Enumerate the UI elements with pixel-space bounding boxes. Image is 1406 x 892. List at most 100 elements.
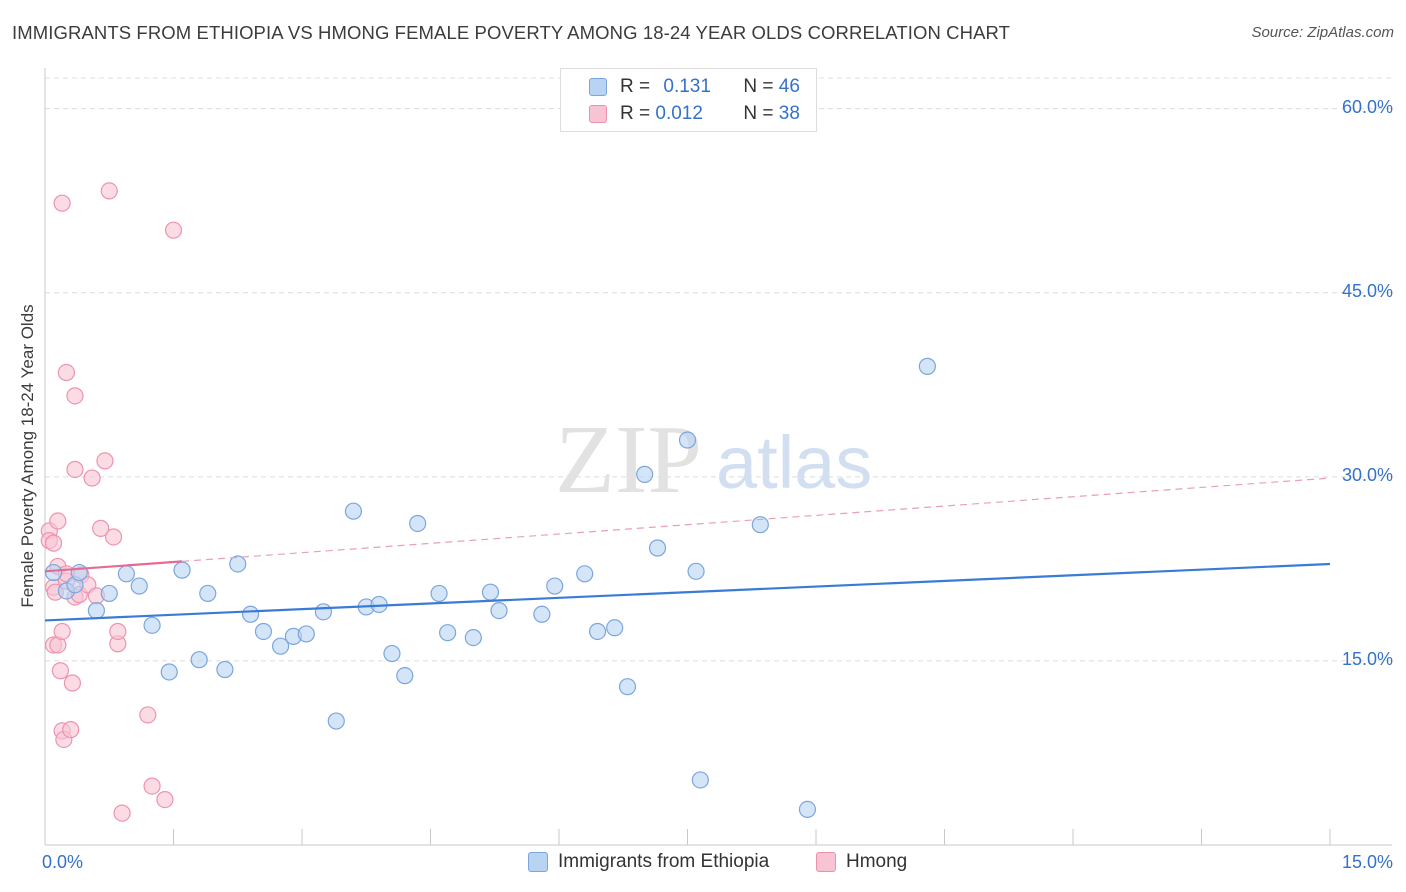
hmong-point — [66, 387, 84, 405]
ethiopia-point — [44, 563, 63, 582]
hmong-point — [49, 512, 67, 530]
ethiopia-point — [618, 678, 637, 696]
hmong-point — [96, 452, 114, 470]
ethiopia-point — [691, 771, 709, 789]
hmong-trendline-solid — [44, 560, 183, 573]
ethiopia-point — [546, 577, 564, 595]
ethiopia-point — [464, 629, 482, 647]
ethiopia-point — [918, 357, 936, 375]
axes — [44, 68, 1392, 846]
legend-item-hmong[interactable]: Hmong — [816, 851, 907, 873]
ethiopia-point — [327, 712, 345, 730]
legend-n-label: N = — [743, 103, 779, 124]
trendlines — [44, 477, 1331, 622]
ethiopia-point — [533, 605, 551, 623]
y-axis-label: Female Poverty Among 18-24 Year Olds — [18, 304, 37, 608]
ethiopia-point — [271, 637, 290, 655]
ethiopia-point — [409, 514, 427, 533]
ethiopia-point — [606, 619, 624, 637]
hmong-point — [63, 674, 82, 692]
ethiopia-point — [383, 644, 401, 663]
legend-swatch-hmong — [816, 852, 836, 872]
stats-legend: R = 0.131 N = 46 R = 0.012 N = 38 — [560, 68, 817, 132]
hmong-point — [164, 221, 183, 239]
y-tick-label: 60.0% — [1341, 96, 1393, 117]
ethiopia-point — [173, 561, 191, 579]
x-tick-label: 15.0% — [1341, 852, 1393, 872]
ethiopia-point — [160, 663, 178, 681]
legend-row-ethiopia: R = 0.131 N = 46 — [589, 74, 800, 100]
y-tick-label: 15.0% — [1341, 648, 1393, 669]
ethiopia-point — [297, 625, 315, 643]
hmong-point — [156, 790, 174, 809]
ethiopia-point — [490, 602, 508, 620]
hmong-point — [62, 721, 80, 739]
legend-item-ethiopia[interactable]: Immigrants from Ethiopia — [528, 851, 769, 873]
legend-n-value: 46 — [778, 76, 800, 97]
ethiopia-point — [481, 583, 500, 601]
legend-r-value: 0.131 — [663, 76, 711, 97]
ethiopia-point — [798, 800, 817, 819]
chart-title: IMMIGRANTS FROM ETHIOPIA VS HMONG FEMALE… — [12, 22, 1011, 43]
ethiopia-point — [190, 651, 208, 669]
ethiopia-point — [396, 667, 414, 685]
ethiopia-point — [344, 502, 362, 520]
ethiopia-point — [229, 555, 247, 573]
hmong-point — [53, 194, 71, 212]
watermark: ZIP atlas — [555, 406, 872, 514]
y-tick-label: 30.0% — [1341, 464, 1393, 485]
ethiopia-point — [439, 624, 457, 642]
legend-r-label: R = — [620, 103, 656, 124]
ethiopia-point — [687, 562, 705, 580]
ethiopia-point — [254, 622, 273, 641]
ethiopia-trendline — [44, 562, 1331, 622]
hmong-point — [66, 460, 84, 479]
ethiopia-point — [678, 431, 697, 449]
hmong-point — [104, 528, 123, 546]
hmong-point — [143, 777, 161, 795]
hmong-points — [40, 182, 183, 822]
y-tick-label: 45.0% — [1341, 280, 1393, 301]
legend-label-hmong: Hmong — [846, 851, 908, 872]
hmong-point — [113, 804, 131, 822]
source-credit: Source: ZipAtlas.com — [1251, 24, 1394, 41]
legend-swatch-ethiopia — [528, 852, 548, 872]
hmong-point — [92, 519, 110, 537]
hmong-point — [51, 662, 70, 680]
hmong-point — [53, 622, 71, 641]
ethiopia-point — [430, 584, 448, 603]
ethiopia-point — [242, 605, 260, 623]
gridlines — [45, 77, 1392, 662]
ethiopia-point — [199, 584, 217, 603]
ethiopia-point — [314, 603, 333, 621]
watermark-atlas: atlas — [716, 421, 872, 504]
ethiopia-point — [648, 539, 667, 557]
series-legend: Immigrants from Ethiopia Hmong — [0, 851, 1406, 877]
ethiopia-point — [87, 602, 106, 620]
ethiopia-point — [130, 577, 148, 595]
hmong-point — [83, 469, 101, 487]
ethiopia-point — [216, 660, 234, 679]
legend-n-label: N = — [743, 76, 779, 97]
ethiopia-point — [576, 565, 594, 583]
hmong-point — [109, 622, 127, 641]
ethiopia-point — [70, 563, 88, 582]
watermark-zip: ZIP — [555, 406, 702, 514]
legend-label-ethiopia: Immigrants from Ethiopia — [558, 851, 770, 872]
ethiopia-point — [636, 465, 654, 483]
ethiopia-point — [117, 565, 135, 583]
hmong-point — [57, 363, 76, 382]
ethiopia-point — [100, 584, 118, 603]
ethiopia-point — [751, 516, 769, 534]
hmong-point — [100, 182, 118, 200]
legend-r-label: R = — [620, 76, 656, 97]
hmong-point — [44, 534, 63, 552]
legend-row-hmong: R = 0.012 N = 38 — [589, 101, 800, 127]
ethiopia-point — [143, 616, 161, 634]
ethiopia-point — [588, 622, 607, 641]
hmong-point — [139, 706, 157, 724]
legend-n-value: 38 — [778, 103, 800, 124]
legend-swatch-ethiopia — [589, 78, 607, 96]
x-tick-label: 0.0% — [42, 852, 84, 872]
